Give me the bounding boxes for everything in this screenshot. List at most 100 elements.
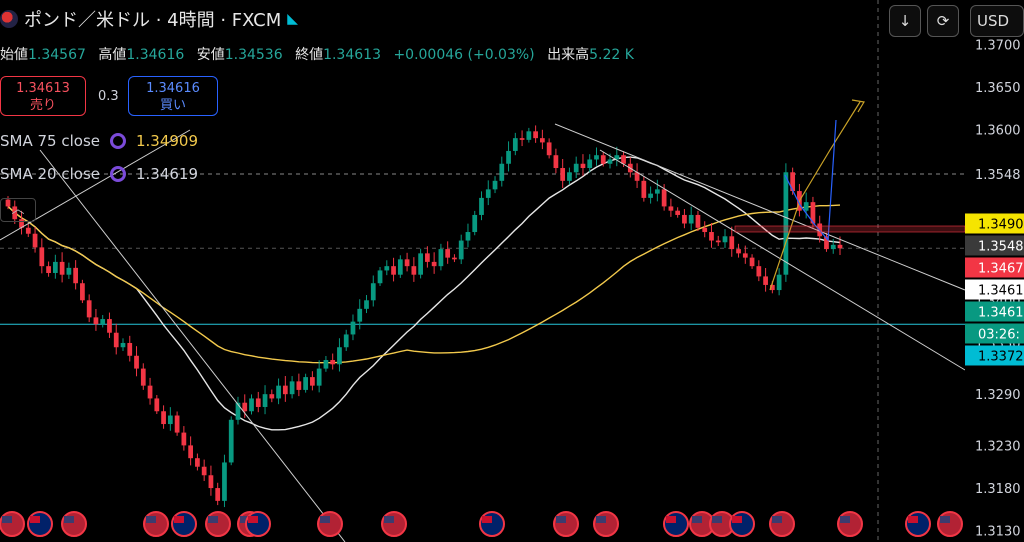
candle-body: [661, 189, 667, 207]
candle-body: [682, 214, 687, 224]
flag-canton: [248, 516, 258, 523]
uk-flag-icon: [479, 511, 505, 537]
candle-body: [722, 236, 728, 243]
candle-body: [560, 168, 566, 181]
candle-body: [80, 283, 85, 301]
candle-body: [553, 155, 559, 169]
us-flag-icon: [769, 511, 795, 537]
buy-price: 1.34616: [146, 81, 200, 96]
flag-canton: [940, 516, 950, 523]
candle-body: [249, 398, 254, 412]
us-flag-icon: [553, 511, 579, 537]
candle-body: [641, 180, 647, 198]
candle-body: [391, 266, 396, 275]
sma20-legend[interactable]: SMA 20 close 1.34619: [0, 165, 198, 183]
candle-body: [39, 247, 45, 267]
price-label: 1.3461: [978, 305, 1024, 320]
candle-body: [580, 163, 586, 169]
candle-body: [276, 385, 281, 399]
y-tick-label: 1.3548: [975, 168, 1021, 183]
candle-body: [228, 419, 234, 463]
candle-body: [364, 300, 369, 309]
candle-body: [506, 150, 511, 164]
flag-canton: [666, 516, 676, 523]
candle-body: [465, 232, 471, 241]
collapse-legend-button[interactable]: ︿: [0, 198, 36, 222]
candle-body: [404, 259, 410, 267]
flag-canton: [908, 516, 918, 523]
candle-body: [594, 155, 599, 160]
candle-body: [113, 332, 119, 348]
uk-flag-icon: [27, 511, 53, 537]
flag-canton: [30, 516, 40, 523]
candle-body: [25, 227, 31, 234]
price-label-bg: [965, 323, 1024, 344]
refresh-icon[interactable]: [109, 133, 126, 149]
candle-body: [425, 253, 430, 262]
price-label-bg: [965, 235, 1024, 256]
flag-canton: [772, 516, 782, 523]
candle-body: [255, 398, 261, 407]
sell-button[interactable]: 1.34613 売り: [0, 76, 86, 116]
flag-canton: [174, 516, 184, 523]
uk-flag-icon: [245, 511, 271, 537]
currency-label: USD: [977, 12, 1010, 30]
candle-body: [323, 360, 329, 369]
sell-price: 1.34613: [16, 81, 70, 96]
ohlc-low-value: 1.34536: [224, 47, 283, 63]
ohlc-open-value: 1.34567: [28, 47, 86, 63]
candle-body: [134, 355, 139, 369]
price-label-bg: [965, 301, 1024, 322]
candle-body: [147, 385, 153, 399]
candle-body: [702, 227, 708, 233]
candle-body: [195, 458, 200, 467]
refresh-icon[interactable]: [109, 166, 126, 182]
symbol-title[interactable]: ポンド／米ドル · 4時間 · FXCM: [24, 10, 282, 31]
candle-body: [5, 199, 11, 207]
candle-body: [174, 415, 180, 433]
ohlc-close-value: 1.34613: [323, 47, 381, 63]
sma20-value: 1.34619: [135, 165, 199, 183]
sma20-label: SMA 20 close: [0, 165, 100, 183]
y-tick-label: 1.3650: [975, 81, 1021, 96]
sma75-line: [7, 204, 841, 364]
sma75-label: SMA 75 close: [0, 132, 100, 150]
flag-canton: [840, 516, 850, 523]
candle-body: [621, 155, 626, 164]
us-flag-icon: [61, 511, 87, 537]
buy-button[interactable]: 1.34616 買い: [128, 76, 218, 116]
bookmark-icon[interactable]: ◣: [287, 11, 299, 27]
sma75-legend[interactable]: SMA 75 close 1.34909: [0, 132, 198, 150]
us-flag-icon: [143, 511, 169, 537]
flag-canton: [208, 516, 218, 523]
candle-body: [296, 381, 302, 390]
candle-body: [201, 466, 207, 476]
flag-canton: [64, 516, 74, 523]
trend-line: [554, 123, 966, 291]
candle-body: [519, 138, 525, 140]
candle-body: [648, 193, 653, 198]
flag-canton: [692, 516, 702, 523]
ohlc-low-label: 安値: [196, 47, 225, 63]
currency-select[interactable]: USD: [970, 5, 1024, 37]
candle-body: [357, 308, 363, 322]
candle-body: [736, 249, 741, 254]
candle-body: [418, 253, 423, 275]
flag-canton: [320, 516, 330, 523]
scroll-down-button[interactable]: ↓: [889, 5, 921, 37]
candle-body: [337, 347, 342, 365]
price-label-bg: [965, 213, 1024, 234]
candle-body: [458, 240, 464, 260]
candle-body: [526, 131, 532, 140]
y-tick-label: 1.3230: [975, 439, 1021, 454]
candle-body: [445, 249, 451, 258]
candle-body: [715, 240, 721, 243]
candle-body: [93, 317, 99, 325]
candle-body: [350, 321, 356, 335]
candle-body: [100, 319, 106, 325]
auto-scale-button[interactable]: ⟳: [927, 5, 959, 37]
candle-body: [161, 411, 166, 425]
candle-body: [397, 259, 403, 275]
candle-body: [12, 206, 18, 220]
